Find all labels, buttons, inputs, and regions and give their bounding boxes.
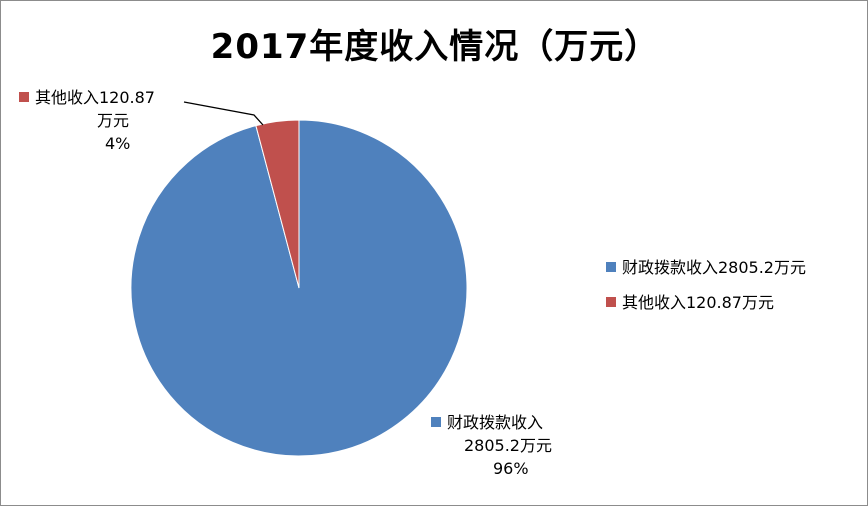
legend-item-fiscal: 财政拨款收入2805.2万元 [606,256,806,280]
legend-marker-other [606,297,616,307]
data-label-marker-other [19,92,29,102]
data-label-fiscal-line3: 96% [493,459,529,478]
data-label-other: 其他收入120.87 万元 4% [19,86,187,155]
data-label-fiscal: 财政拨款收入 2805.2万元 96% [431,411,581,480]
legend-label-other: 其他收入120.87万元 [622,293,774,312]
data-label-other-line2: 万元 [97,111,130,130]
data-label-fiscal-line2: 2805.2万元 [464,436,552,455]
leader-line-other [183,101,264,126]
data-label-fiscal-line1: 财政拨款收入 [447,413,544,432]
data-label-other-line1: 其他收入120.87 [35,88,155,107]
legend: 财政拨款收入2805.2万元 其他收入120.87万元 [606,256,806,326]
data-label-marker-fiscal [431,417,441,427]
data-label-other-line3: 4% [105,134,131,153]
chart-title: 2017年度收入情况（万元） [210,27,660,67]
legend-item-other: 其他收入120.87万元 [606,291,806,315]
legend-label-fiscal: 财政拨款收入2805.2万元 [622,258,806,277]
legend-marker-fiscal [606,262,616,272]
pie-slice-other [255,119,300,289]
